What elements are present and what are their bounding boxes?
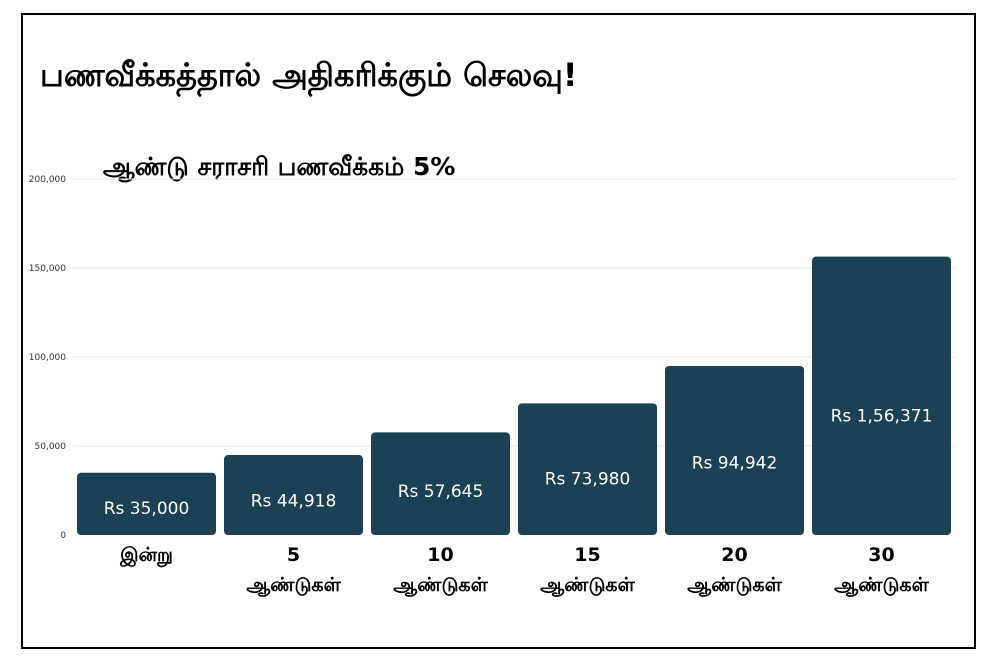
bar xyxy=(371,432,510,535)
chart-subtitle: ஆண்டு சராசரி பணவீக்கம் 5% xyxy=(103,152,456,181)
x-axis-categories: இன்று 5 ஆண்டுகள் 10 ஆண்டுகள் 15 ஆண்டுகள் 20 ஆண்ட… xyxy=(119,544,929,596)
bar-data-label: Rs 44,918 xyxy=(251,492,337,512)
y-tick-label: 0 xyxy=(60,531,66,541)
x-category-label: 15 xyxy=(574,544,600,566)
x-category-label: ஆண்டுகள் xyxy=(687,574,782,596)
bar-data-label: Rs 57,645 xyxy=(398,482,484,502)
bar-data-labels: Rs 35,000 Rs 44,918 Rs 57,645 Rs 73,980 Rs 9… xyxy=(104,406,933,519)
grid-lines xyxy=(73,178,955,447)
x-category-label: ஆண்டுகள் xyxy=(834,574,929,596)
x-category-label: 10 xyxy=(427,544,453,566)
y-axis-ticks: 0 50,000 100,000 150,000 200,000 xyxy=(29,175,66,541)
bar-data-label: Rs 35,000 xyxy=(104,499,190,519)
x-category-label: இன்று xyxy=(119,544,173,568)
y-tick-label: 100,000 xyxy=(29,353,66,363)
bars xyxy=(77,256,951,535)
bar xyxy=(77,472,216,535)
x-category-label: 5 xyxy=(287,544,300,566)
x-category-label: 30 xyxy=(868,544,894,566)
x-category-label: 20 xyxy=(721,544,747,566)
x-category-label: ஆண்டுகள் xyxy=(246,574,341,596)
y-tick-label: 200,000 xyxy=(29,175,66,185)
bar-data-label: Rs 1,56,371 xyxy=(831,406,933,426)
y-tick-label: 50,000 xyxy=(35,442,67,452)
bar xyxy=(224,455,363,535)
x-category-label: ஆண்டுகள் xyxy=(540,574,635,596)
bar-data-label: Rs 73,980 xyxy=(545,469,631,489)
bar-data-label: Rs 94,942 xyxy=(692,453,778,473)
x-category-label: ஆண்டுகள் xyxy=(393,574,488,596)
chart-title: பணவீக்கத்தால் அதிகரிக்கும் செலவு! xyxy=(40,56,578,94)
bar xyxy=(665,366,804,535)
bar xyxy=(518,403,657,535)
bar xyxy=(812,256,951,535)
y-tick-label: 150,000 xyxy=(29,264,66,274)
